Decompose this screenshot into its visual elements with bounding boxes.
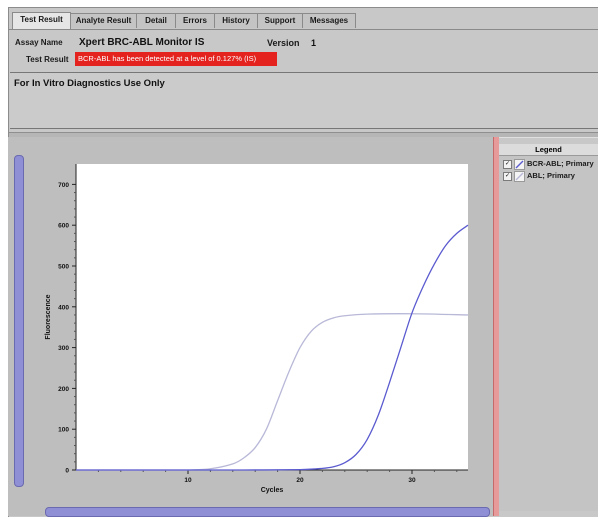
y-tick-label: 400 xyxy=(58,304,69,311)
legend-label: ABL; Primary xyxy=(527,171,575,180)
tab-messages[interactable]: Messages xyxy=(302,13,356,28)
y-tick-label: 0 xyxy=(65,468,69,475)
x-tick-label: 10 xyxy=(184,477,192,484)
version-label: Version xyxy=(267,38,300,48)
tab-bar: Test Result Analyte Result Detail Errors… xyxy=(9,12,598,30)
test-result-label: Test Result xyxy=(26,55,69,64)
legend-panel: Legend ✓ BCR-ABL; Primary ✓ ABL; Primary xyxy=(499,144,598,511)
series-swatch-icon xyxy=(514,159,525,170)
vertical-scrollbar[interactable] xyxy=(14,155,24,487)
tab-analyte-result[interactable]: Analyte Result xyxy=(70,13,137,28)
fluorescence-chart: 0 100 200 300 400 500 600 700 10 20 30 Cycles Fluore… xyxy=(45,164,469,494)
y-tick-label: 600 xyxy=(58,223,69,230)
y-tick-label: 300 xyxy=(58,345,69,352)
y-axis-label: Fluorescence xyxy=(45,294,52,339)
x-axis-label: Cycles xyxy=(261,487,284,494)
assay-name-label: Assay Name xyxy=(15,38,63,47)
y-tick-label: 200 xyxy=(58,386,69,393)
legend-label: BCR-ABL; Primary xyxy=(527,159,594,168)
tab-history[interactable]: History xyxy=(214,13,258,28)
x-tick-label: 30 xyxy=(408,477,416,484)
notice-panel: For In Vitro Diagnostics Use Only xyxy=(10,72,598,129)
chart-panel: 0 100 200 300 400 500 600 700 10 20 30 Cycles Fluore… xyxy=(8,137,493,517)
x-tick-label: 20 xyxy=(296,477,304,484)
plot-area xyxy=(76,164,468,470)
y-tick-label: 100 xyxy=(58,427,69,434)
tab-detail[interactable]: Detail xyxy=(136,13,176,28)
legend-title: Legend xyxy=(499,144,598,156)
checkbox-icon[interactable]: ✓ xyxy=(503,172,512,181)
version-value: 1 xyxy=(311,38,317,48)
y-tick-label: 500 xyxy=(58,264,69,271)
y-tick-label: 700 xyxy=(58,182,69,189)
test-result-value: BCR-ABL has been detected at a level of … xyxy=(75,52,277,66)
ivd-notice: For In Vitro Diagnostics Use Only xyxy=(14,78,165,89)
tab-test-result[interactable]: Test Result xyxy=(12,12,71,29)
series-line-abl xyxy=(75,313,469,471)
tab-support[interactable]: Support xyxy=(257,13,303,28)
assay-name-value: Xpert BRC-ABL Monitor IS xyxy=(79,37,205,48)
series-line-bcr-abl xyxy=(75,224,469,471)
series-swatch-icon xyxy=(514,171,525,182)
checkbox-icon[interactable]: ✓ xyxy=(503,160,512,169)
tab-errors[interactable]: Errors xyxy=(175,13,215,28)
chart-legend-splitter[interactable] xyxy=(493,137,499,516)
